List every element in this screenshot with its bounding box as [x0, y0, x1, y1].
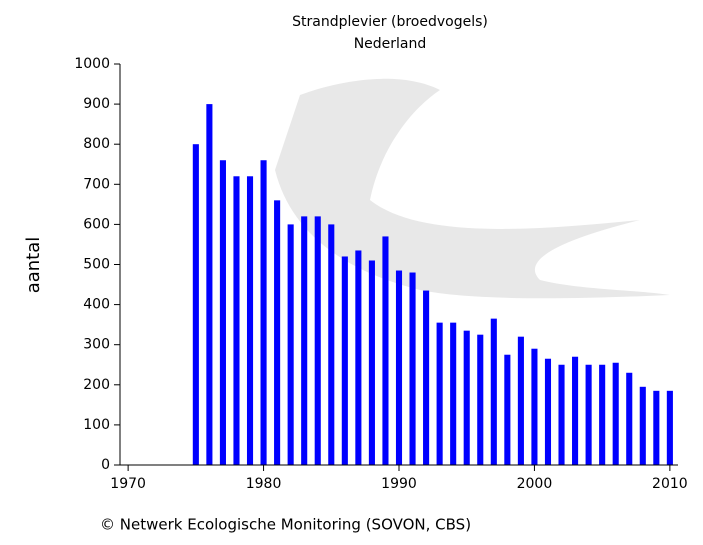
y-tick-label: 500 [83, 257, 110, 273]
bar [219, 160, 226, 466]
bar [192, 144, 199, 465]
bar [653, 390, 660, 465]
x-tick-label: 1990 [381, 476, 417, 492]
bar [531, 348, 538, 465]
bar [274, 200, 281, 465]
chart-subtitle: Nederland [354, 36, 427, 52]
watermark [275, 78, 670, 299]
bar [233, 176, 240, 465]
bar [382, 236, 389, 465]
y-tick-label: 1000 [74, 56, 110, 72]
chart-title: Strandplevier (broedvogels) [292, 14, 488, 30]
bar [450, 322, 457, 465]
bar [260, 160, 267, 466]
x-tick-label: 2000 [517, 476, 553, 492]
y-tick-label: 700 [83, 176, 110, 192]
y-tick-label: 300 [83, 337, 110, 353]
bar [599, 364, 606, 465]
bar [585, 364, 592, 465]
bar [409, 272, 416, 465]
x-tick-label: 1980 [246, 476, 282, 492]
bar [504, 354, 511, 465]
y-tick-label: 400 [83, 297, 110, 313]
bar [355, 250, 362, 465]
bar [436, 322, 443, 465]
x-tick-label: 1970 [110, 476, 146, 492]
bar [314, 216, 321, 465]
bar [341, 256, 348, 465]
y-tick-label: 100 [83, 417, 110, 433]
bar [287, 224, 294, 465]
bar [463, 330, 470, 465]
bar [477, 334, 484, 465]
y-tick-label: 200 [83, 377, 110, 393]
bar [639, 386, 646, 465]
bar [328, 224, 335, 465]
bar [517, 336, 524, 465]
x-tick-label: 2010 [652, 476, 688, 492]
bar [544, 358, 552, 465]
bar [572, 356, 579, 465]
bar [612, 362, 619, 465]
y-tick-label: 0 [101, 457, 110, 473]
bar [206, 104, 213, 465]
bar [558, 364, 565, 465]
y-tick-label: 800 [83, 136, 110, 152]
bar [490, 318, 497, 465]
y-tick-label: 900 [83, 96, 110, 112]
bar [395, 270, 403, 465]
y-axis-label: aantal [23, 237, 44, 294]
bar [626, 372, 633, 465]
y-tick-label: 600 [83, 216, 110, 232]
bar [246, 176, 254, 465]
bar [301, 216, 308, 465]
footer: © Netwerk Ecologische Monitoring (SOVON,… [100, 516, 471, 534]
bar [368, 260, 375, 465]
bar [666, 390, 673, 465]
bar [423, 290, 430, 465]
